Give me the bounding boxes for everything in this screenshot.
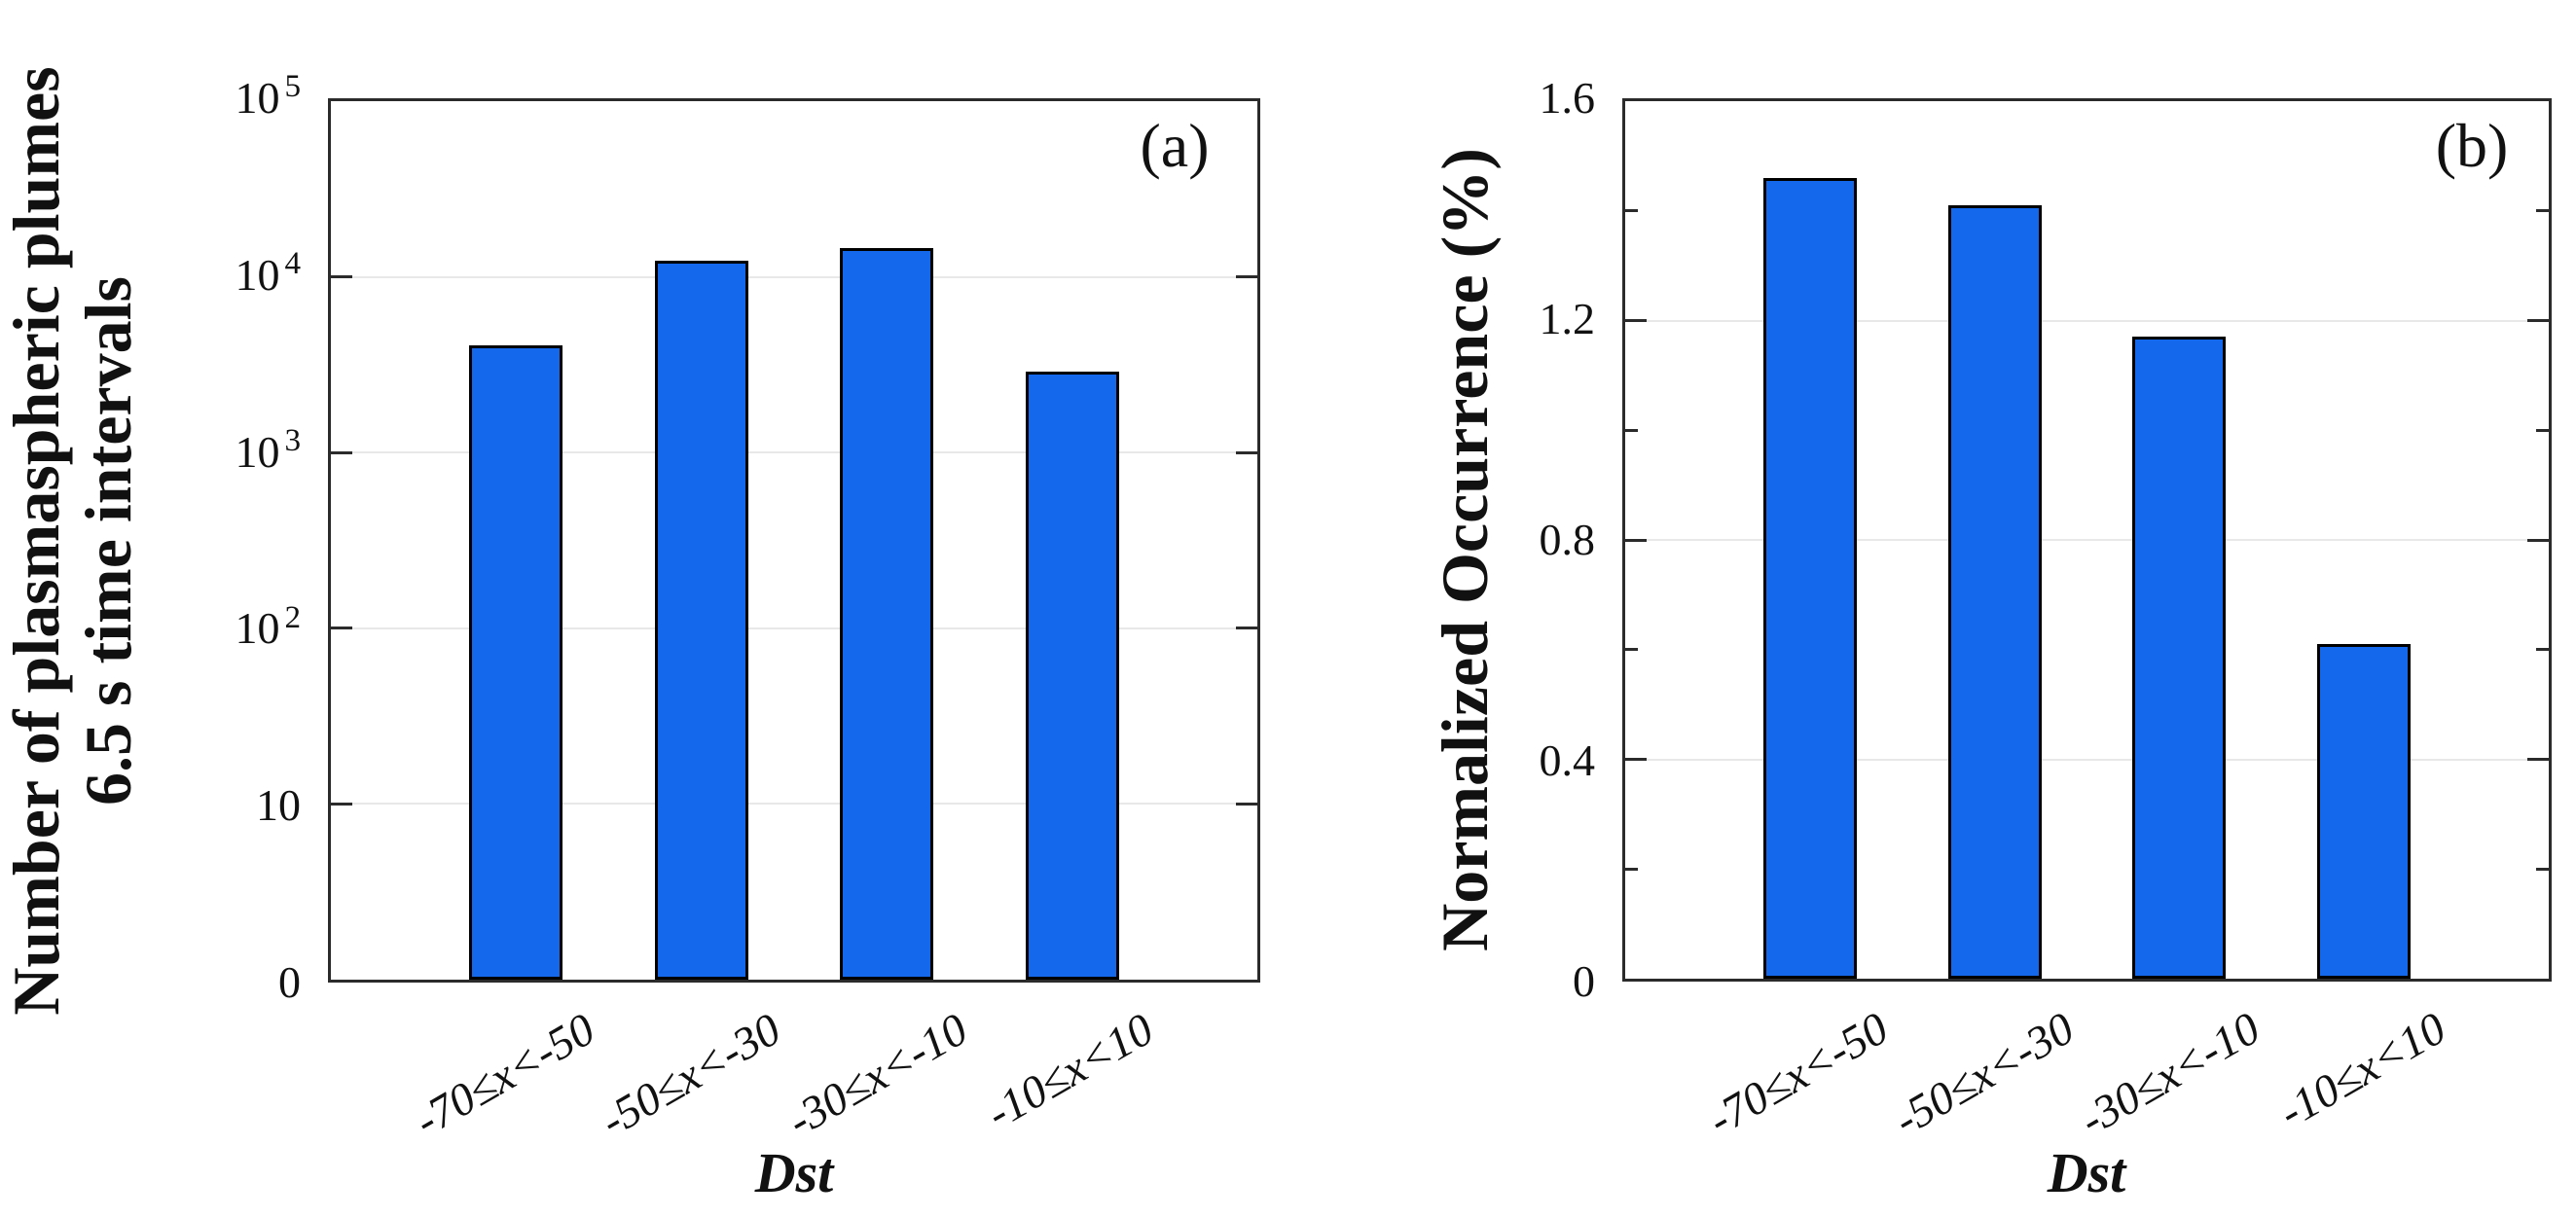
axis-tick <box>2527 319 2549 322</box>
panel-label-a: (a) <box>1140 111 1210 180</box>
y-tick-exponent: 3 <box>284 422 301 459</box>
axis-tick <box>1625 428 1638 432</box>
axis-tick <box>2536 648 2549 652</box>
y-tick-base: 10 <box>235 603 280 654</box>
axis-tick <box>2536 209 2549 213</box>
bar <box>1947 205 2042 979</box>
axis-tick <box>1625 867 1638 871</box>
y-tick-base: 0 <box>1573 956 1595 1006</box>
axis-tick <box>331 275 352 279</box>
y-tick-label: 10 4 <box>85 245 301 305</box>
axis-tick <box>2527 538 2549 542</box>
y-tick-base: 1.2 <box>1539 294 1596 343</box>
axis-tick <box>1625 209 1638 213</box>
axis-tick <box>2536 428 2549 432</box>
axis-tick <box>1625 319 1647 322</box>
x-axis-title-a: Dst <box>754 1141 834 1204</box>
bar <box>2317 644 2412 979</box>
bar <box>469 344 563 980</box>
y-tick-exponent: 5 <box>284 68 301 105</box>
y-tick-base: 1.6 <box>1539 73 1596 123</box>
axis-tick <box>1236 275 1257 279</box>
y-tick-label: 10 5 <box>85 68 301 128</box>
x-axis-title-b: Dst <box>2047 1141 2126 1204</box>
y-tick-exponent: 4 <box>284 245 301 282</box>
gridline <box>1625 319 2549 322</box>
axis-tick <box>2527 758 2549 761</box>
y-tick-label: 0.4 <box>1379 731 1596 791</box>
axis-tick <box>1625 648 1638 652</box>
gridline <box>331 451 1257 454</box>
gridline <box>331 275 1257 278</box>
axis-tick <box>331 802 352 806</box>
plot-area-a <box>328 98 1260 983</box>
axis-tick <box>331 627 352 630</box>
gridline <box>1625 539 2549 541</box>
y-tick-label: 0.8 <box>1379 510 1596 570</box>
y-tick-base: 10 <box>235 73 280 123</box>
axis-tick <box>2536 867 2549 871</box>
plot-area-b <box>1622 98 2552 982</box>
gridline <box>331 803 1257 806</box>
y-tick-base: 0.4 <box>1539 735 1596 785</box>
y-tick-label: 1.6 <box>1379 68 1596 128</box>
axis-tick <box>1625 758 1647 761</box>
bar <box>1025 371 1119 980</box>
y-tick-exponent: 2 <box>284 598 301 635</box>
y-tick-label: 0 <box>1379 951 1595 1012</box>
axis-tick <box>331 450 352 454</box>
axis-tick <box>1236 450 1257 454</box>
y-tick-label: 1.2 <box>1379 289 1596 349</box>
y-tick-base: 0 <box>278 957 301 1007</box>
y-tick-base: 10 <box>235 249 280 300</box>
y-tick-base: 10 <box>256 780 301 831</box>
axis-tick <box>1236 627 1257 630</box>
y-tick-label: 10 3 <box>85 422 301 483</box>
axis-tick <box>1625 538 1647 542</box>
bar <box>1762 177 1857 979</box>
bar <box>840 248 934 980</box>
y-tick-base: 10 <box>235 426 280 477</box>
y-tick-label: 0 <box>85 952 301 1013</box>
y-tick-label: 10 <box>85 775 301 836</box>
bar <box>654 261 748 980</box>
axis-tick <box>1236 802 1257 806</box>
bar <box>2132 337 2227 979</box>
y-tick-base: 0.8 <box>1539 515 1596 564</box>
y-tick-label: 10 2 <box>85 598 301 659</box>
panel-label-b: (b) <box>2435 111 2509 180</box>
gridline <box>331 627 1257 629</box>
gridline <box>1625 758 2549 761</box>
